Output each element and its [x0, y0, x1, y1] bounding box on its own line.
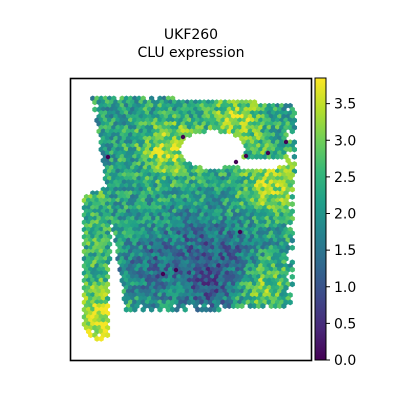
expression-spot — [92, 106, 98, 113]
expression-spot — [235, 303, 241, 310]
chart-title-line-2: CLU expression — [137, 45, 245, 61]
expression-spot — [149, 306, 155, 313]
expression-spot — [201, 128, 207, 135]
expression-spot — [262, 153, 268, 160]
expression-spot — [207, 124, 213, 131]
expression-spot — [249, 153, 255, 160]
expression-spot — [226, 128, 232, 135]
expression-spot — [88, 332, 94, 339]
expression-spot — [222, 128, 228, 135]
expression-spot — [281, 303, 287, 310]
expression-spot — [291, 153, 297, 160]
zero-expression-spot — [265, 150, 271, 156]
expression-spot — [203, 306, 209, 313]
expression-spot — [212, 124, 218, 131]
zero-expression-spot — [283, 139, 289, 145]
expression-spot — [230, 303, 237, 310]
expression-spot — [289, 128, 295, 135]
expression-spot — [289, 273, 295, 280]
zero-expression-spot — [237, 229, 243, 235]
colorbar: 0.0 0.5 1.0 1.5 2.0 2.5 3.0 3.5 — [314, 77, 356, 369]
expression-spot — [239, 303, 245, 310]
expression-spot — [287, 299, 293, 306]
expression-spot — [260, 303, 266, 310]
expression-spot — [222, 303, 228, 310]
expression-spot — [247, 303, 253, 310]
expression-spot — [218, 128, 224, 135]
expression-spot — [289, 266, 295, 273]
expression-spot — [287, 146, 293, 153]
expression-spot — [216, 306, 222, 313]
expression-spot — [212, 306, 218, 313]
zero-expression-spot — [173, 267, 179, 273]
zero-expression-spot — [105, 154, 111, 160]
expression-spot — [182, 306, 188, 313]
expression-spot — [186, 131, 192, 138]
expression-spot — [289, 186, 295, 193]
expression-spot — [289, 244, 295, 251]
expression-spot — [98, 335, 104, 342]
colorbar-tick-label: 2.0 — [334, 207, 356, 223]
expression-spot — [193, 128, 199, 135]
expression-spot — [132, 306, 138, 313]
chart-title-line-1: UKF260 — [163, 27, 219, 43]
expression-spot — [270, 153, 276, 160]
expression-spot — [289, 281, 295, 288]
expression-spot — [123, 306, 129, 313]
expression-spot — [272, 303, 279, 310]
expression-spot — [258, 153, 264, 160]
chart-title: UKF260 CLU expression — [70, 26, 312, 62]
expression-spot — [165, 306, 171, 313]
expression-spot — [186, 299, 192, 306]
expression-spot — [195, 306, 201, 313]
colorbar-gradient — [314, 77, 327, 361]
expression-spot — [197, 128, 203, 135]
expression-spot — [266, 153, 272, 160]
expression-spot — [251, 303, 258, 310]
expression-spot — [174, 306, 180, 313]
colorbar-tick-label: 3.0 — [334, 133, 356, 149]
expression-spot — [287, 219, 293, 226]
plot-frame — [69, 77, 313, 362]
zero-expression-spot — [160, 271, 166, 277]
expression-spot — [268, 303, 274, 310]
expression-spot — [226, 303, 232, 310]
zero-expression-spot — [233, 159, 239, 165]
expression-spot — [275, 153, 281, 160]
zero-expression-spot — [180, 134, 186, 140]
expression-spot — [279, 153, 285, 160]
expression-spot — [256, 303, 262, 310]
colorbar-tick-label: 2.5 — [334, 170, 356, 186]
expression-spot — [233, 131, 239, 138]
expression-spot — [92, 99, 98, 106]
zero-expression-spot — [243, 153, 249, 159]
expression-spot — [128, 306, 134, 313]
colorbar-tick-label: 0.5 — [334, 316, 356, 332]
expression-spot — [277, 303, 283, 310]
expression-spot — [289, 237, 295, 244]
expression-spot — [207, 306, 213, 313]
expression-spot — [94, 335, 100, 342]
expression-spot — [170, 306, 176, 313]
expression-spot — [289, 201, 295, 208]
colorbar-tick-label: 1.0 — [334, 280, 356, 296]
expression-spot — [157, 306, 163, 313]
expression-spot — [254, 153, 260, 160]
expression-spot — [291, 146, 297, 153]
expression-spot — [104, 332, 111, 339]
colorbar-tick-label: 0.0 — [334, 353, 356, 369]
expression-spot — [289, 193, 295, 200]
colorbar-tick-label: 1.5 — [334, 243, 356, 259]
expression-spot — [140, 306, 146, 313]
colorbar-tick-label: 3.5 — [334, 97, 356, 113]
expression-spots — [81, 95, 297, 342]
expression-spot — [199, 306, 205, 313]
